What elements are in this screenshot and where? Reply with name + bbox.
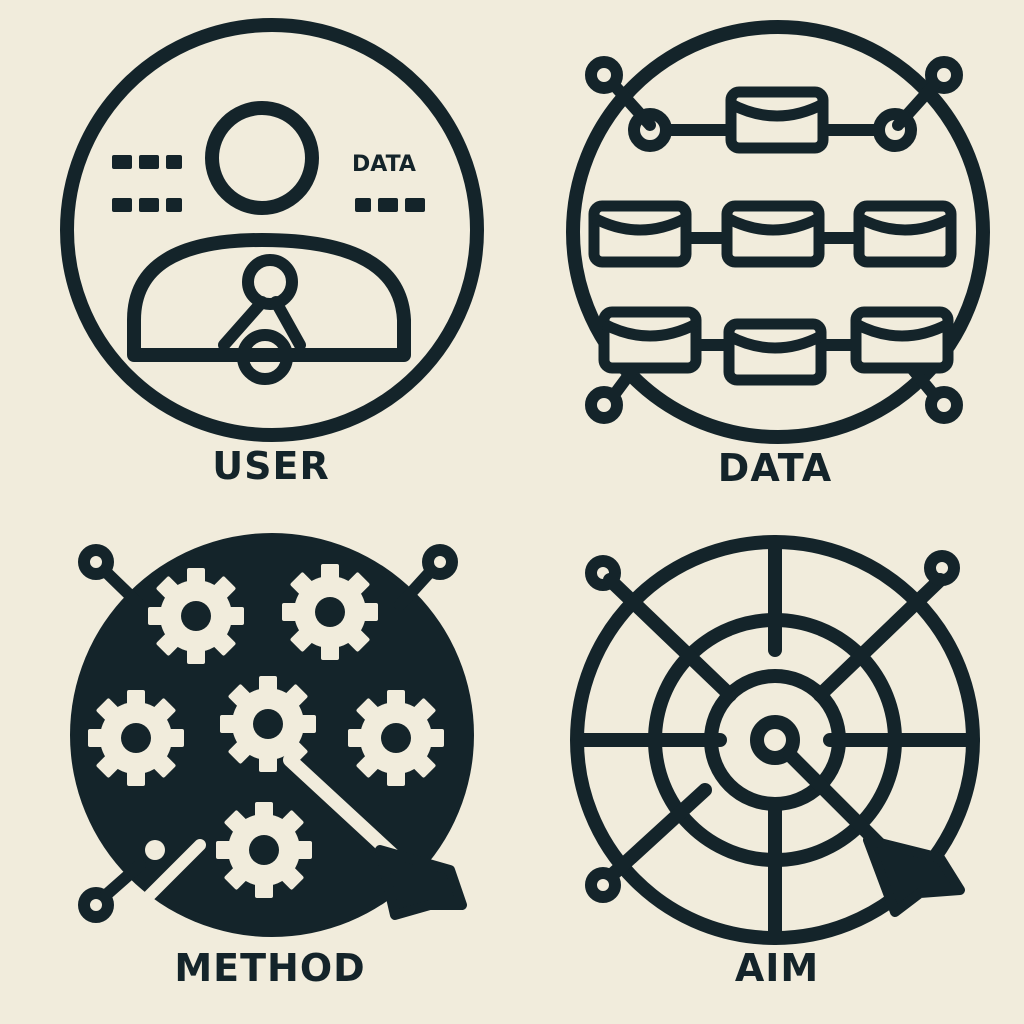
user-icon: DATA xyxy=(60,18,484,442)
aim-label: AIM xyxy=(734,946,820,990)
data-label: DATA xyxy=(717,446,833,490)
data-dots-icon xyxy=(112,155,425,212)
gears-icon xyxy=(70,533,474,937)
user-inner-text: DATA xyxy=(352,152,416,177)
user-label: USER xyxy=(212,444,330,488)
database-network-icon xyxy=(566,20,990,444)
method-label: METHOD xyxy=(174,946,366,990)
target-icon xyxy=(570,535,980,945)
